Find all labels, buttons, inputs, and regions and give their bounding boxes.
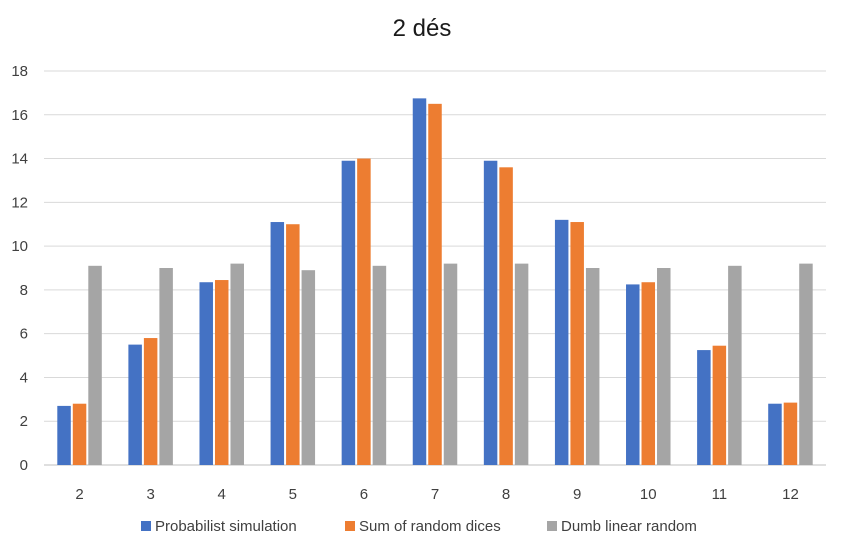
x-tick-label: 8 <box>502 486 510 503</box>
x-tick-label: 12 <box>782 486 799 503</box>
bar-probabilist-simulation <box>626 284 640 465</box>
legend-label: Probabilist simulation <box>155 518 297 535</box>
y-tick-label: 18 <box>11 63 28 80</box>
y-tick-label: 4 <box>20 369 28 386</box>
bar-dumb-linear-random <box>443 263 458 465</box>
bar-sum-of-random-dices <box>499 167 513 466</box>
legend: Probabilist simulation Sum of random dice… <box>141 518 697 535</box>
bar-sum-of-random-dices <box>712 345 727 465</box>
y-tick-label: 12 <box>11 194 28 211</box>
y-tick-label: 8 <box>20 282 28 299</box>
bars <box>57 98 813 466</box>
legend-label: Dumb linear random <box>561 518 697 535</box>
legend-swatch <box>547 521 557 531</box>
legend-swatch <box>345 521 355 531</box>
bar-probabilist-simulation <box>270 222 285 465</box>
x-tick-label: 3 <box>146 486 154 503</box>
legend-label: Sum of random dices <box>359 518 501 535</box>
bar-probabilist-simulation <box>412 98 427 465</box>
x-axis: 2 3 4 5 6 7 8 9 10 11 12 <box>75 486 798 503</box>
y-tick-label: 14 <box>11 151 28 168</box>
y-tick-label: 0 <box>20 457 28 474</box>
y-tick-label: 6 <box>20 326 28 343</box>
bar-probabilist-simulation <box>697 350 711 465</box>
x-tick-label: 9 <box>573 486 581 503</box>
x-tick-label: 10 <box>640 486 657 503</box>
bar-sum-of-random-dices <box>286 224 300 465</box>
bar-dumb-linear-random <box>230 263 244 465</box>
x-tick-label: 4 <box>218 486 226 503</box>
x-tick-label: 5 <box>289 486 297 503</box>
bar-probabilist-simulation <box>554 219 569 465</box>
y-tick-label: 10 <box>11 238 28 255</box>
bar-dumb-linear-random <box>514 263 529 465</box>
x-tick-label: 11 <box>712 486 728 503</box>
bar-dumb-linear-random <box>88 265 102 465</box>
bar-dumb-linear-random <box>372 265 387 465</box>
bar-sum-of-random-dices <box>570 222 584 465</box>
y-tick-label: 16 <box>11 107 28 124</box>
legend-swatch <box>141 521 151 531</box>
bar-dumb-linear-random <box>799 263 813 465</box>
bar-dumb-linear-random <box>159 268 173 465</box>
y-tick-label: 2 <box>20 413 28 430</box>
x-tick-label: 6 <box>360 486 368 503</box>
bar-sum-of-random-dices <box>143 338 158 465</box>
x-tick-label: 2 <box>75 486 83 503</box>
bar-dumb-linear-random <box>728 265 742 465</box>
bar-probabilist-simulation <box>57 405 71 465</box>
bar-dumb-linear-random <box>301 270 316 465</box>
x-tick-label: 7 <box>431 486 439 503</box>
bar-sum-of-random-dices <box>357 158 371 466</box>
bar-probabilist-simulation <box>341 160 356 465</box>
bar-sum-of-random-dices <box>214 280 229 465</box>
bar-sum-of-random-dices <box>428 103 442 465</box>
y-axis: 0 2 4 6 8 10 12 14 16 18 <box>11 63 28 474</box>
bar-probabilist-simulation <box>128 344 142 465</box>
bar-sum-of-random-dices <box>641 282 656 465</box>
bar-sum-of-random-dices <box>783 402 798 465</box>
bar-probabilist-simulation <box>199 282 213 465</box>
bar-probabilist-simulation <box>768 403 782 465</box>
bar-dumb-linear-random <box>657 268 671 465</box>
chart-title: 2 dés <box>393 15 452 42</box>
bar-sum-of-random-dices <box>72 403 87 465</box>
bar-dumb-linear-random <box>585 268 600 465</box>
bar-probabilist-simulation <box>483 160 498 465</box>
